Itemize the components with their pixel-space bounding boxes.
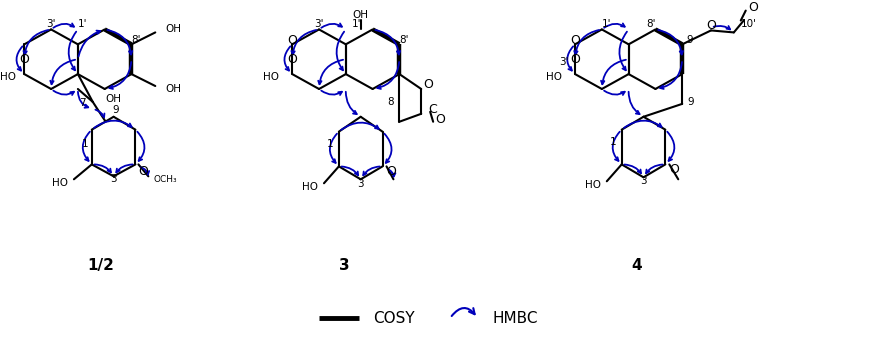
Text: 9: 9 — [686, 35, 693, 45]
Text: HO: HO — [546, 72, 562, 82]
Text: C: C — [428, 103, 437, 116]
Text: 7: 7 — [79, 98, 86, 108]
Text: 3: 3 — [357, 179, 364, 189]
Text: OH: OH — [105, 94, 121, 104]
Text: O: O — [386, 165, 396, 178]
Text: HO: HO — [263, 72, 279, 82]
Text: HMBC: HMBC — [493, 311, 538, 326]
Text: 3': 3' — [46, 19, 56, 29]
Text: HO: HO — [0, 72, 16, 82]
Text: O: O — [435, 113, 445, 126]
Text: 1': 1' — [78, 19, 88, 29]
Text: HO: HO — [585, 180, 601, 190]
Text: 3': 3' — [560, 57, 569, 67]
Text: 3: 3 — [110, 174, 117, 184]
Text: OH: OH — [165, 25, 182, 35]
Text: O: O — [669, 163, 680, 176]
Text: 8': 8' — [400, 35, 409, 45]
Text: OH: OH — [165, 84, 182, 94]
Text: 1: 1 — [327, 138, 334, 148]
Text: COSY: COSY — [374, 311, 416, 326]
Text: 3: 3 — [338, 258, 349, 273]
Text: O: O — [424, 78, 433, 91]
Text: 9: 9 — [113, 105, 120, 115]
Text: 8': 8' — [647, 19, 656, 29]
Text: HO: HO — [302, 182, 318, 192]
Text: 8: 8 — [387, 97, 393, 107]
Text: 1: 1 — [610, 137, 617, 147]
Text: 10': 10' — [741, 19, 757, 29]
Text: O: O — [287, 34, 297, 47]
Text: O: O — [19, 53, 29, 66]
Text: O: O — [570, 34, 580, 47]
Text: 4: 4 — [631, 258, 641, 273]
Text: O: O — [287, 53, 297, 66]
Text: 3': 3' — [315, 19, 323, 29]
Text: 1': 1' — [602, 19, 611, 29]
Text: 1': 1' — [352, 19, 361, 29]
Text: 9: 9 — [688, 97, 694, 107]
Text: OCH₃: OCH₃ — [153, 175, 177, 184]
Text: 3: 3 — [641, 176, 647, 186]
Text: HO: HO — [52, 178, 68, 188]
Text: O: O — [138, 165, 148, 178]
Text: O: O — [749, 1, 758, 14]
Text: O: O — [706, 19, 716, 32]
Text: OH: OH — [353, 10, 369, 20]
Text: 1/2: 1/2 — [87, 258, 114, 273]
Text: 8': 8' — [131, 35, 141, 45]
Text: O: O — [570, 53, 580, 66]
Text: 1: 1 — [82, 138, 89, 148]
